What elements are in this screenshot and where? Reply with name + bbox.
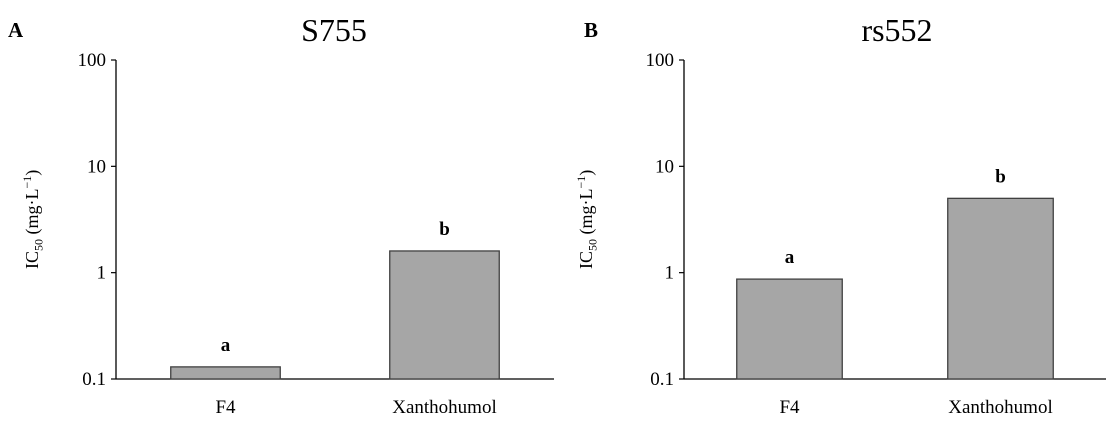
panel-letter: A: [8, 18, 24, 42]
bar-f4: [170, 366, 281, 380]
significance-label: a: [221, 335, 231, 356]
y-tick-label: 0.1: [650, 369, 674, 390]
bar-xanthohumol: [389, 250, 500, 380]
significance-label: b: [995, 166, 1006, 187]
x-category-label: F4: [215, 397, 236, 418]
y-tick-label: 100: [646, 50, 675, 71]
bar-f4: [736, 278, 843, 380]
chart-panel-a: A S755 IC50 (mg·L−1) 0.1 1 10 100 F4 a Xanthoh…: [8, 12, 554, 418]
y-tick-label: 0.1: [82, 369, 106, 390]
panel-letter: B: [584, 18, 599, 42]
y-tick-label: 1: [97, 263, 107, 284]
x-category-label: Xanthohumol: [948, 397, 1053, 418]
y-tick-label: 1: [665, 263, 675, 284]
y-tick-label: 100: [78, 50, 107, 71]
chart-title: rs552: [861, 12, 933, 48]
bar-chart-s755: 0.1 1 10 100 F4 a Xanthohumol b: [78, 50, 554, 418]
bar-chart-rs552: 0.1 1 10 100 F4 a Xanthohumol b: [646, 50, 1106, 418]
chart-title: S755: [301, 12, 367, 48]
bar-xanthohumol: [947, 197, 1054, 380]
y-tick-label: 10: [87, 156, 106, 177]
x-category-label: F4: [779, 397, 800, 418]
x-category-label: Xanthohumol: [392, 397, 497, 418]
chart-panel-b: B rs552 IC50 (mg·L−1) 0.1 1 10 100 F4 a Xantho…: [554, 0, 1108, 423]
significance-label: a: [785, 247, 795, 268]
significance-label: b: [439, 219, 450, 240]
y-tick-label: 10: [655, 156, 674, 177]
